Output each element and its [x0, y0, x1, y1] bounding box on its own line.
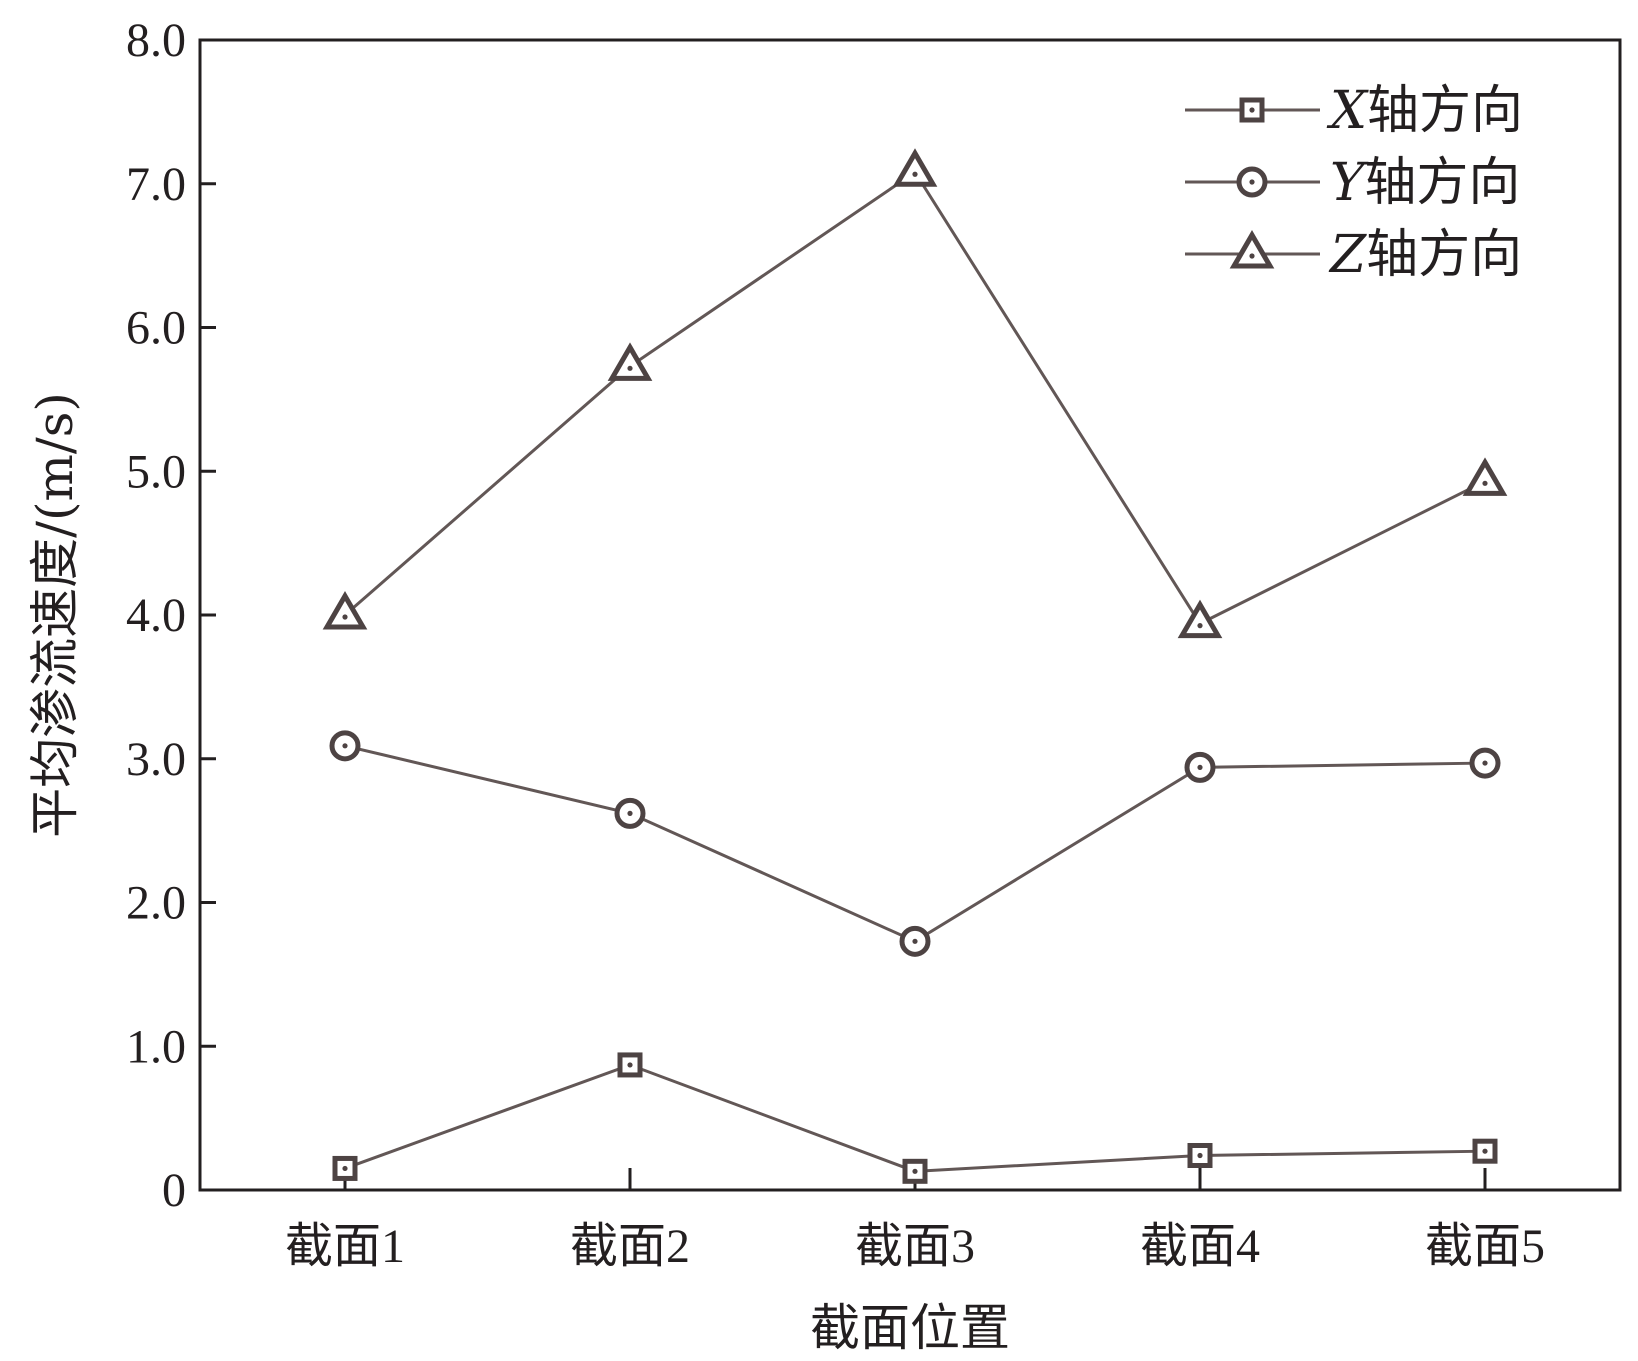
series-line — [344, 744, 1486, 944]
y-tick-label: 6.0 — [126, 302, 186, 355]
y-axis-title: 平均渗流速度/(m/s) — [26, 392, 84, 838]
data-point — [1177, 599, 1223, 639]
data-point-center — [1197, 623, 1203, 629]
legend-item-x: X轴方向 — [1185, 81, 1523, 141]
data-point-center — [1197, 1152, 1203, 1159]
data-point — [1462, 457, 1508, 496]
y-tick-label: 0 — [162, 1164, 186, 1217]
legend-item-z: Z轴方向 — [1185, 225, 1522, 285]
data-point — [607, 342, 653, 381]
legend-label: Y轴方向 — [1330, 153, 1520, 213]
series-line — [344, 1063, 1486, 1173]
legend-suffix: 轴方向 — [1366, 225, 1522, 285]
series-y — [329, 730, 1501, 957]
data-point-center — [342, 614, 348, 620]
data-point-center — [1482, 760, 1488, 766]
x-axis-title: 截面位置 — [810, 1299, 1010, 1357]
legend-suffix: 轴方向 — [1364, 153, 1520, 213]
x-tick-label: 截面2 — [570, 1220, 690, 1273]
series-z — [322, 148, 1508, 639]
y-tick-label: 1.0 — [126, 1020, 186, 1073]
data-point-center — [1482, 1148, 1488, 1154]
legend-var: Y — [1330, 153, 1369, 213]
legend-label: X轴方向 — [1326, 81, 1523, 141]
legend-marker-center — [1249, 107, 1255, 113]
legend-marker — [1229, 230, 1275, 269]
legend-marker-center — [1249, 253, 1255, 259]
legend-label: Z轴方向 — [1328, 225, 1522, 285]
data-point-center — [627, 365, 633, 371]
data-point-center — [912, 1168, 918, 1174]
x-axis: 截面1 截面2 截面3 截面4 截面5 — [285, 1168, 1545, 1273]
data-point — [892, 148, 938, 187]
y-tick-label: 3.0 — [126, 733, 186, 786]
data-point-center — [342, 743, 348, 749]
series-x — [332, 1052, 1498, 1184]
legend-var: X — [1326, 81, 1369, 141]
x-tick-label: 截面5 — [1425, 1220, 1545, 1273]
data-point-center — [912, 938, 918, 944]
x-tick-label: 截面4 — [1140, 1220, 1260, 1273]
x-tick-label: 截面3 — [855, 1220, 975, 1273]
legend-item-y: Y轴方向 — [1185, 153, 1520, 213]
data-point-center — [1482, 480, 1488, 486]
y-tick-label: 5.0 — [126, 445, 186, 498]
data-point-center — [1197, 764, 1203, 770]
legend-var: Z — [1328, 225, 1367, 285]
series-line — [344, 170, 1486, 626]
data-point — [322, 591, 368, 630]
x-tick-label: 截面1 — [285, 1220, 405, 1273]
legend-marker-center — [1249, 179, 1255, 185]
legend-suffix: 轴方向 — [1367, 81, 1523, 141]
data-point-center — [342, 1165, 348, 1172]
y-axis: 0 1.0 2.0 3.0 4.0 5.0 6.0 7.0 8.0 — [126, 14, 216, 1217]
data-point-center — [627, 1062, 633, 1068]
y-tick-label: 4.0 — [126, 589, 186, 642]
series-layer — [322, 148, 1508, 1184]
y-tick-label: 2.0 — [126, 877, 186, 930]
data-point-center — [912, 171, 918, 177]
y-tick-label: 7.0 — [126, 158, 186, 211]
y-tick-label: 8.0 — [126, 14, 186, 67]
data-point-center — [627, 810, 633, 816]
